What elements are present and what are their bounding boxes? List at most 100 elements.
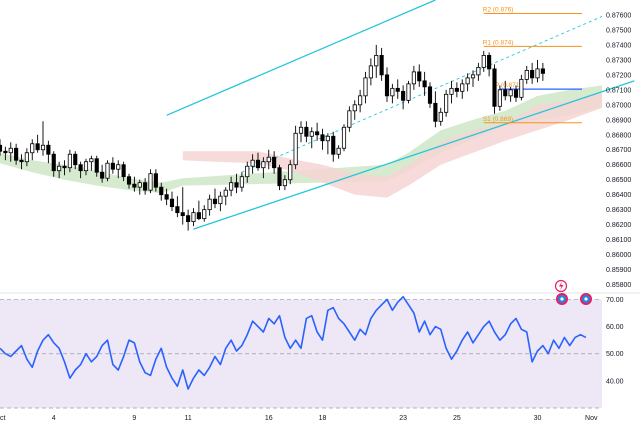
candle-body[interactable]: [470, 74, 476, 79]
candle-body[interactable]: [3, 150, 8, 154]
candle-body[interactable]: [255, 159, 261, 169]
candle-body[interactable]: [524, 69, 529, 80]
candle-body[interactable]: [261, 161, 266, 169]
candle-body[interactable]: [94, 158, 99, 173]
candle-body[interactable]: [110, 162, 115, 170]
event-icon[interactable]: [556, 293, 568, 305]
candle-body[interactable]: [347, 110, 352, 128]
candle-body[interactable]: [460, 83, 465, 92]
candle-body[interactable]: [406, 83, 411, 101]
candle-body[interactable]: [325, 135, 330, 142]
candle-body[interactable]: [164, 194, 169, 200]
candle-body[interactable]: [83, 161, 89, 172]
chart-icons[interactable]: [554, 279, 593, 306]
candle-body[interactable]: [202, 209, 207, 220]
channel-upper-line[interactable]: [166, 0, 436, 116]
candle-body[interactable]: [137, 182, 142, 188]
candle-body[interactable]: [540, 68, 545, 74]
candle-body[interactable]: [148, 173, 153, 191]
candle-body[interactable]: [309, 131, 314, 137]
candle-body[interactable]: [180, 212, 185, 217]
candle-body[interactable]: [169, 198, 175, 208]
candle-body[interactable]: [497, 89, 502, 107]
candle-body[interactable]: [239, 176, 244, 188]
candle-body[interactable]: [218, 195, 223, 205]
candle-body[interactable]: [438, 111, 443, 122]
candle-body[interactable]: [14, 147, 19, 161]
candle-body[interactable]: [46, 144, 51, 155]
candle-body[interactable]: [320, 134, 325, 142]
candle-body[interactable]: [433, 102, 438, 122]
candle-body[interactable]: [449, 87, 454, 95]
candle-body[interactable]: [384, 74, 390, 97]
candle-body[interactable]: [368, 65, 373, 79]
candle-body[interactable]: [223, 189, 228, 197]
candle-body[interactable]: [19, 159, 24, 163]
candle-body[interactable]: [411, 71, 416, 85]
candle-body[interactable]: [250, 159, 255, 167]
candle-body[interactable]: [30, 143, 35, 154]
candle-body[interactable]: [336, 147, 341, 155]
candle-body[interactable]: [51, 153, 56, 172]
candle-body[interactable]: [175, 206, 180, 214]
candle-body[interactable]: [535, 68, 540, 79]
candle-body[interactable]: [159, 186, 164, 196]
candle-body[interactable]: [288, 164, 293, 181]
candle-body[interactable]: [530, 69, 535, 79]
candle-body[interactable]: [126, 176, 132, 185]
candle-body[interactable]: [116, 164, 121, 170]
candle-body[interactable]: [298, 126, 304, 134]
candle-body[interactable]: [465, 77, 470, 85]
candle-body[interactable]: [73, 153, 78, 166]
candle-body[interactable]: [100, 171, 105, 179]
candle-body[interactable]: [427, 86, 433, 104]
candle-body[interactable]: [132, 183, 137, 188]
candle-body[interactable]: [24, 152, 29, 163]
candle-body[interactable]: [513, 89, 519, 98]
candle-body[interactable]: [282, 179, 287, 187]
candle-body[interactable]: [379, 55, 384, 76]
candle-body[interactable]: [272, 156, 277, 169]
candle-body[interactable]: [78, 164, 83, 172]
candle-body[interactable]: [395, 87, 400, 92]
candle-body[interactable]: [105, 162, 110, 179]
candle-body[interactable]: [277, 167, 282, 187]
candle-body[interactable]: [229, 182, 234, 191]
candle-body[interactable]: [67, 153, 72, 169]
candle-body[interactable]: [401, 90, 406, 101]
candle-body[interactable]: [508, 89, 513, 97]
candle-body[interactable]: [341, 126, 347, 149]
candle-body[interactable]: [476, 66, 481, 76]
channel-lower-line[interactable]: [193, 80, 635, 230]
candle-body[interactable]: [315, 131, 320, 136]
candle-body[interactable]: [417, 71, 422, 82]
candle-body[interactable]: [358, 95, 363, 106]
candle-body[interactable]: [454, 87, 459, 92]
candle-body[interactable]: [212, 198, 218, 205]
candle-body[interactable]: [374, 55, 379, 67]
candle-body[interactable]: [487, 55, 492, 70]
event-icon[interactable]: [580, 293, 592, 305]
candle-body[interactable]: [363, 77, 368, 97]
candle-body[interactable]: [207, 198, 212, 211]
candle-body[interactable]: [331, 135, 336, 155]
candle-body[interactable]: [0, 144, 3, 152]
candle-body[interactable]: [196, 212, 201, 220]
candle-body[interactable]: [390, 87, 395, 97]
candle-body[interactable]: [293, 132, 298, 166]
candle-body[interactable]: [304, 126, 309, 137]
candle-body[interactable]: [503, 89, 508, 97]
candle-body[interactable]: [40, 144, 46, 151]
candle-body[interactable]: [186, 215, 191, 223]
candle-body[interactable]: [121, 164, 126, 178]
candle-body[interactable]: [444, 93, 449, 113]
candle-body[interactable]: [245, 165, 250, 178]
candle-body[interactable]: [57, 165, 62, 172]
candle-body[interactable]: [143, 182, 148, 191]
candle-body[interactable]: [234, 182, 239, 188]
rsi-line[interactable]: [0, 295, 587, 390]
alert-icon[interactable]: [554, 279, 568, 293]
channel-mid-line[interactable]: [241, 16, 603, 173]
candle-body[interactable]: [153, 173, 158, 188]
